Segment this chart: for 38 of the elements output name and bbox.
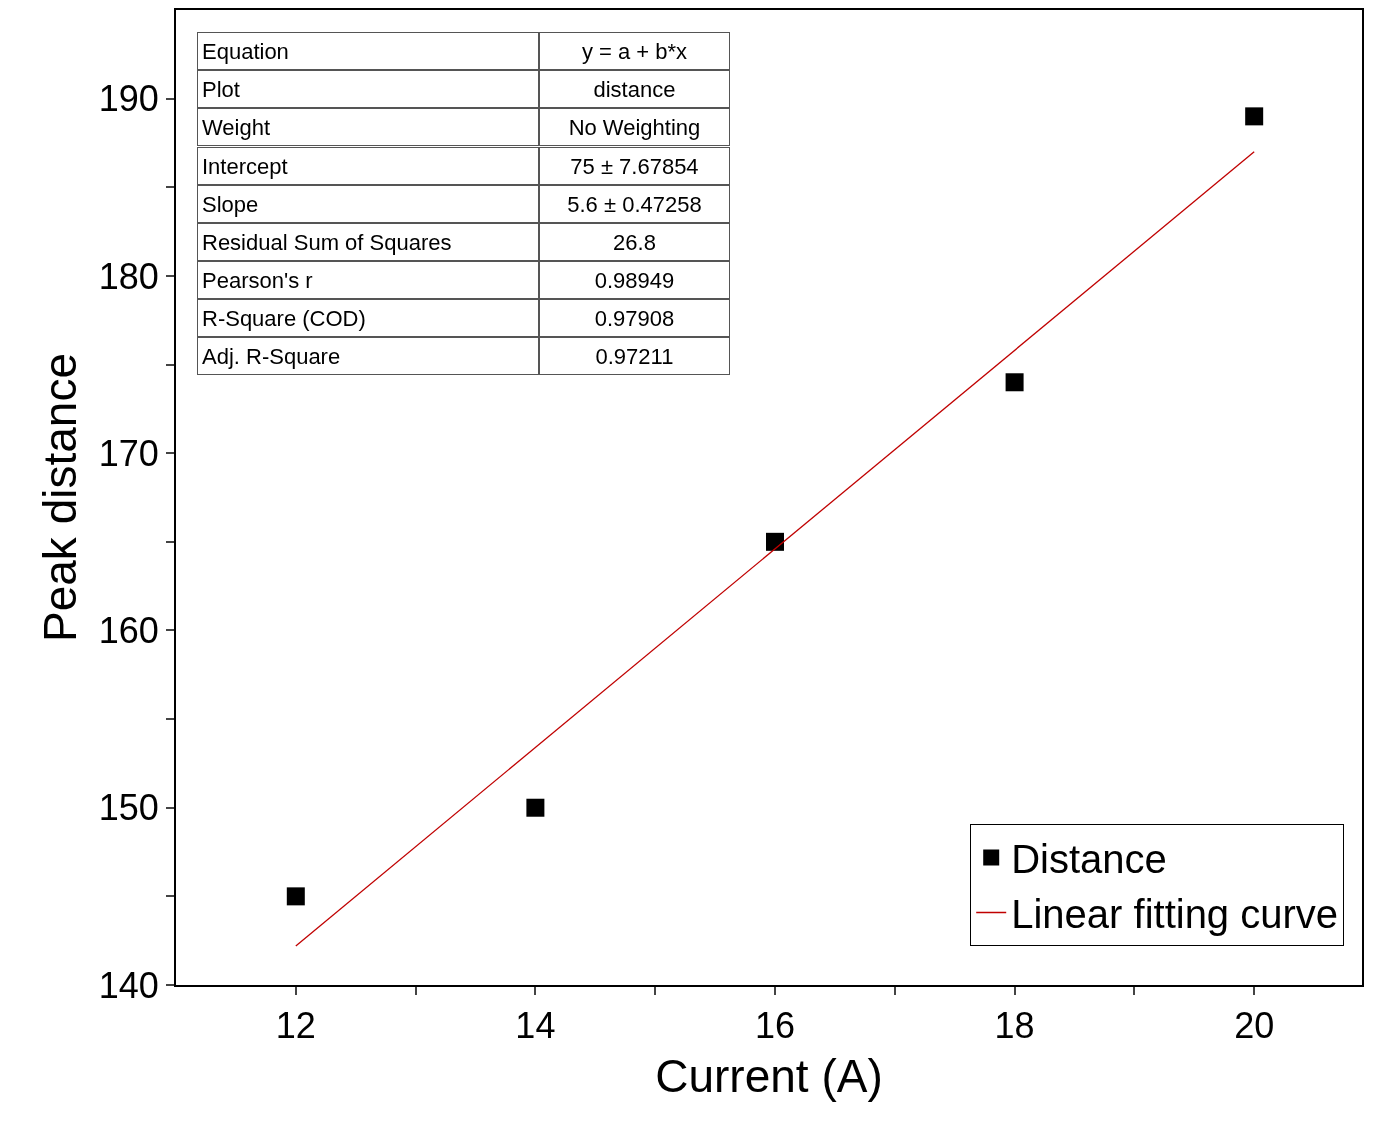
annotation: 0.97211	[595, 343, 674, 369]
annotation: 26.8	[613, 229, 656, 255]
y-tick-label: 180	[98, 255, 159, 297]
annotation: 75 ± 7.67854	[570, 153, 699, 179]
point	[526, 798, 545, 817]
y-tick-label: 170	[98, 432, 159, 474]
x-axis-title: Current (A)	[655, 1050, 883, 1103]
annotation: Intercept	[202, 153, 288, 179]
x-tick-label: 16	[754, 1005, 796, 1047]
x-tick-label: 12	[275, 1005, 316, 1047]
annotation: Adj. R-Square	[202, 343, 341, 369]
point	[1245, 107, 1264, 126]
x-tick-label: 20	[1234, 1005, 1275, 1047]
y-tick-label: 150	[98, 787, 159, 829]
y-tick-label: 140	[98, 964, 159, 1006]
y-tick-label: 190	[98, 78, 159, 120]
annotation: 0.97908	[594, 305, 675, 331]
y-axis-title: Peak distance	[33, 353, 86, 642]
annotation: Slope	[202, 191, 259, 217]
annotation: Residual Sum of Squares	[202, 229, 452, 255]
y-tick-label: 160	[98, 610, 159, 652]
point	[765, 532, 784, 551]
x-tick-label: 18	[994, 1005, 1035, 1047]
annotation: No Weighting	[568, 114, 701, 140]
point	[286, 887, 305, 906]
annotation: Pearson's r	[202, 267, 313, 293]
annotation: Equation	[202, 38, 289, 64]
legend-label: Linear fitting curve	[1011, 892, 1339, 937]
legend-label: Distance	[1011, 837, 1167, 882]
annotation: Weight	[202, 114, 271, 140]
annotation: y = a + b*x	[581, 38, 688, 64]
x-tick-label: 14	[515, 1005, 556, 1047]
point	[1005, 373, 1024, 392]
annotation: R-Square (COD)	[202, 305, 366, 331]
annotation: 5.6 ± 0.47258	[567, 191, 702, 217]
annotation: Plot	[202, 76, 240, 102]
annotation: 0.98949	[594, 267, 675, 293]
annotation: distance	[593, 76, 676, 102]
